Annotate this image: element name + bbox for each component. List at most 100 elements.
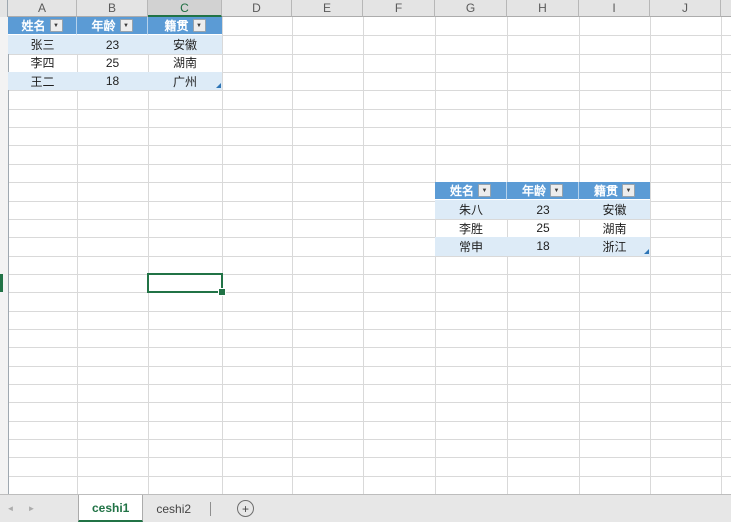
table-cell[interactable]: 王二 <box>8 72 77 91</box>
table-cell[interactable]: 25 <box>536 221 550 235</box>
column-header-I[interactable]: I <box>579 0 650 17</box>
tab-scroll-left-icon[interactable]: ◄ <box>6 504 15 513</box>
gridline-horizontal <box>9 329 731 330</box>
sheet-tab-ceshi1[interactable]: ceshi1 <box>78 495 144 522</box>
gridline-horizontal <box>9 476 731 477</box>
gridline-horizontal <box>9 72 731 73</box>
gridline-horizontal <box>9 54 731 55</box>
selected-row-indicator <box>0 273 3 293</box>
table-cell[interactable]: 25 <box>105 55 120 70</box>
table-header-cell[interactable]: 籍贯 ▼ <box>579 182 650 201</box>
gridline-horizontal <box>9 109 731 110</box>
table-cell[interactable]: 常申 <box>435 237 507 256</box>
column-header-H[interactable]: H <box>507 0 579 17</box>
tab-area-divider <box>210 501 212 516</box>
gridline-horizontal <box>9 201 731 202</box>
table-cell[interactable]: 湖南 <box>172 56 197 71</box>
column-header-B[interactable]: B <box>77 0 148 17</box>
filter-dropdown-icon[interactable]: ▼ <box>622 184 635 198</box>
selected-cell[interactable] <box>147 272 226 297</box>
gridline-vertical <box>222 17 223 494</box>
table-cell[interactable]: 安徽 <box>579 200 650 219</box>
filter-dropdown-icon[interactable]: ▼ <box>550 184 563 198</box>
tab-scroll-right-icon[interactable]: ► <box>27 504 36 513</box>
table-row: 李胜 25 湖南 <box>435 219 650 237</box>
table-cell[interactable]: 18 <box>507 237 579 256</box>
column-header-A[interactable]: A <box>8 0 77 17</box>
filter-arrow-glyph: ▼ <box>196 22 202 29</box>
table-cell[interactable]: 浙江 <box>579 237 650 256</box>
gridline-horizontal <box>9 237 731 238</box>
table-cell[interactable]: 23 <box>77 35 148 54</box>
gridline-horizontal <box>9 35 731 36</box>
filter-dropdown-icon[interactable]: ▼ <box>192 19 206 33</box>
filter-arrow-glyph: ▼ <box>481 187 488 194</box>
table-cell[interactable]: 23 <box>507 200 579 219</box>
table-resize-handle[interactable] <box>644 248 649 254</box>
table-cell[interactable]: 朱八 <box>435 200 507 219</box>
table-cell[interactable]: 广州 <box>148 72 222 91</box>
table-row: 王二 18 广州 <box>8 72 222 91</box>
column-header-E[interactable]: E <box>292 0 363 17</box>
data-table: 姓名 ▼ 年龄 ▼ 籍贯 ▼ 朱八 23 安徽 李胜 25 湖南 常申 18 浙江 <box>435 182 650 256</box>
table-header-label: 年龄 <box>91 19 116 34</box>
gridline-vertical <box>650 17 651 494</box>
filter-dropdown-icon[interactable]: ▼ <box>49 19 63 33</box>
table-header-cell[interactable]: 年龄 ▼ <box>77 17 148 36</box>
table-header-cell[interactable]: 年龄 ▼ <box>507 182 579 201</box>
row-header-strip <box>0 17 9 494</box>
gridline-horizontal <box>9 182 731 183</box>
table-cell[interactable]: 安徽 <box>148 35 222 54</box>
filter-dropdown-icon[interactable]: ▼ <box>478 184 491 198</box>
column-header-G[interactable]: G <box>435 0 507 17</box>
table-header-label: 姓名 <box>21 19 46 34</box>
gridline-vertical <box>721 17 722 494</box>
column-header-C[interactable]: C <box>148 0 222 17</box>
gridline-vertical <box>148 17 149 494</box>
sheet-tabs: ceshi1 ceshi2 <box>78 495 204 522</box>
table-cell[interactable]: 张三 <box>8 35 77 54</box>
sheet-tab-ceshi2[interactable]: ceshi2 <box>143 495 204 522</box>
table-row: 朱八 23 安徽 <box>435 200 650 219</box>
gridline-horizontal <box>9 145 731 146</box>
filter-arrow-glyph: ▼ <box>53 22 59 29</box>
table-row: 张三 23 安徽 <box>8 35 222 54</box>
table-header-label: 籍贯 <box>164 19 189 34</box>
table-cell[interactable]: 李四 <box>30 56 55 71</box>
table-resize-handle[interactable] <box>216 83 221 89</box>
filter-arrow-glyph: ▼ <box>553 187 560 194</box>
table-row: 李四 25 湖南 <box>8 54 222 72</box>
gridline-vertical <box>292 17 293 494</box>
table-header-row: 姓名 ▼ 年龄 ▼ 籍贯 ▼ <box>435 182 650 201</box>
gridline-horizontal <box>9 384 731 385</box>
row-header-strip-corner <box>0 0 8 17</box>
new-sheet-button[interactable]: + <box>237 500 255 517</box>
table-header-cell[interactable]: 姓名 ▼ <box>435 182 507 201</box>
gridline-horizontal <box>9 439 731 440</box>
sheet-tab-bar: ◄ ► ceshi1 ceshi2 + <box>0 494 731 522</box>
table-header-cell[interactable]: 姓名 ▼ <box>8 17 77 36</box>
gridline-horizontal <box>9 127 731 128</box>
gridline-horizontal <box>9 274 731 275</box>
gridline-vertical <box>363 17 364 494</box>
column-header-J[interactable]: J <box>650 0 721 17</box>
gridline-horizontal <box>9 421 731 422</box>
table-header-cell[interactable]: 籍贯 ▼ <box>148 17 222 36</box>
gridline-horizontal <box>9 311 731 312</box>
table-cell[interactable]: 18 <box>77 72 148 91</box>
table-cell[interactable]: 李胜 <box>458 221 483 236</box>
column-header-F[interactable]: F <box>363 0 435 17</box>
table-row: 常申 18 浙江 <box>435 237 650 256</box>
filter-dropdown-icon[interactable]: ▼ <box>119 19 133 33</box>
data-table: 姓名 ▼ 年龄 ▼ 籍贯 ▼ 张三 23 安徽 李四 25 湖南 王二 18 广州 <box>8 17 222 91</box>
column-header-D[interactable]: D <box>222 0 292 17</box>
table-cell[interactable]: 湖南 <box>602 221 627 236</box>
gridline-vertical <box>77 17 78 494</box>
gridline-horizontal <box>9 402 731 403</box>
fill-handle[interactable] <box>218 288 226 297</box>
gridline-horizontal <box>9 347 731 348</box>
filter-arrow-glyph: ▼ <box>625 187 632 194</box>
table-header-row: 姓名 ▼ 年龄 ▼ 籍贯 ▼ <box>8 17 222 36</box>
sheet-tab-label: ceshi1 <box>92 500 130 515</box>
